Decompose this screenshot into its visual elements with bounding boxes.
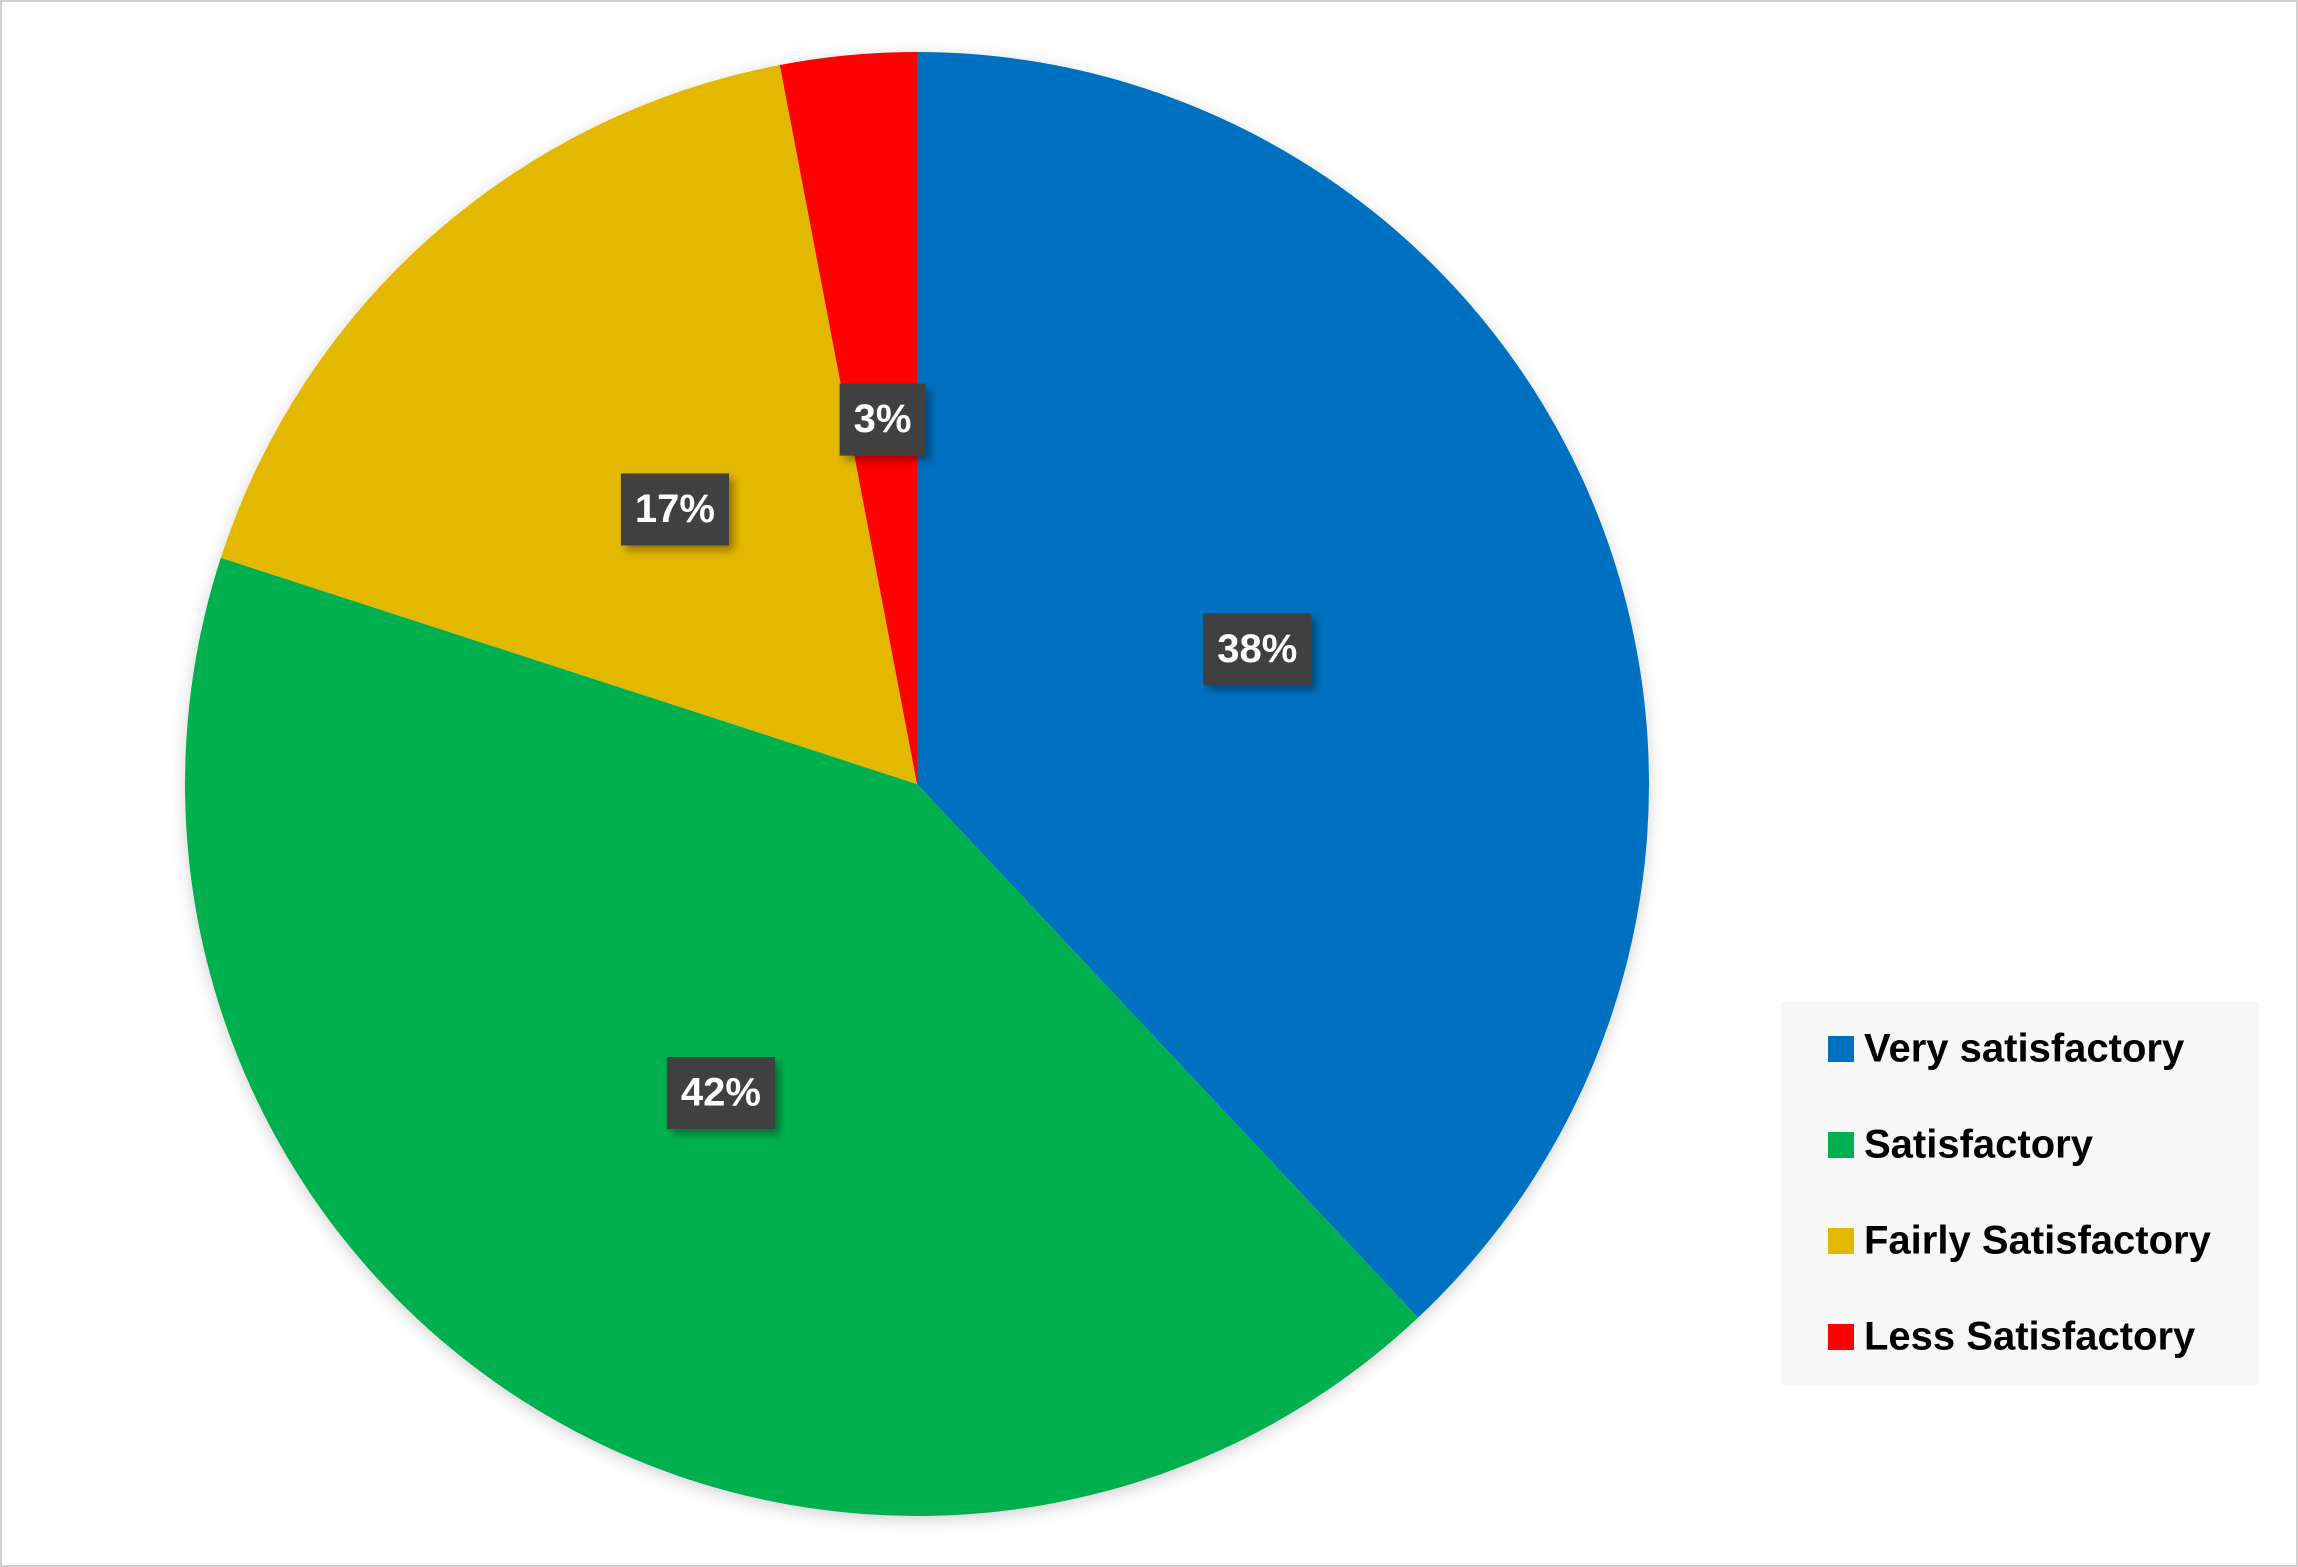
data-label: 17% (635, 487, 715, 531)
legend: Very satisfactory Satisfactory Fairly Sati… (1828, 1027, 2212, 1359)
data-label-box (839, 383, 926, 456)
data-label: 38% (1217, 627, 1297, 671)
pie (184, 52, 1649, 1516)
pie-slice (184, 557, 1419, 1516)
legend-label: Very satisfactory (1864, 1027, 2185, 1071)
legend-box (1781, 1002, 2259, 1385)
data-label: 42% (681, 1071, 761, 1115)
legend-label: Satisfactory (1864, 1123, 2094, 1167)
legend-swatch (1828, 1036, 1854, 1062)
data-label-box (620, 473, 729, 546)
legend-label: Less Satisfactory (1864, 1315, 2196, 1359)
data-label: 3% (854, 397, 912, 441)
legend-swatch (1828, 1228, 1854, 1254)
legend-swatch (1828, 1324, 1854, 1350)
data-labels: 38% 42% 17% 3% (620, 383, 1312, 1130)
legend-swatch (1828, 1132, 1854, 1158)
pie-slice (220, 64, 917, 785)
data-label-box (666, 1057, 775, 1130)
data-label-box (1203, 613, 1312, 686)
legend-label: Fairly Satisfactory (1864, 1219, 2212, 1263)
